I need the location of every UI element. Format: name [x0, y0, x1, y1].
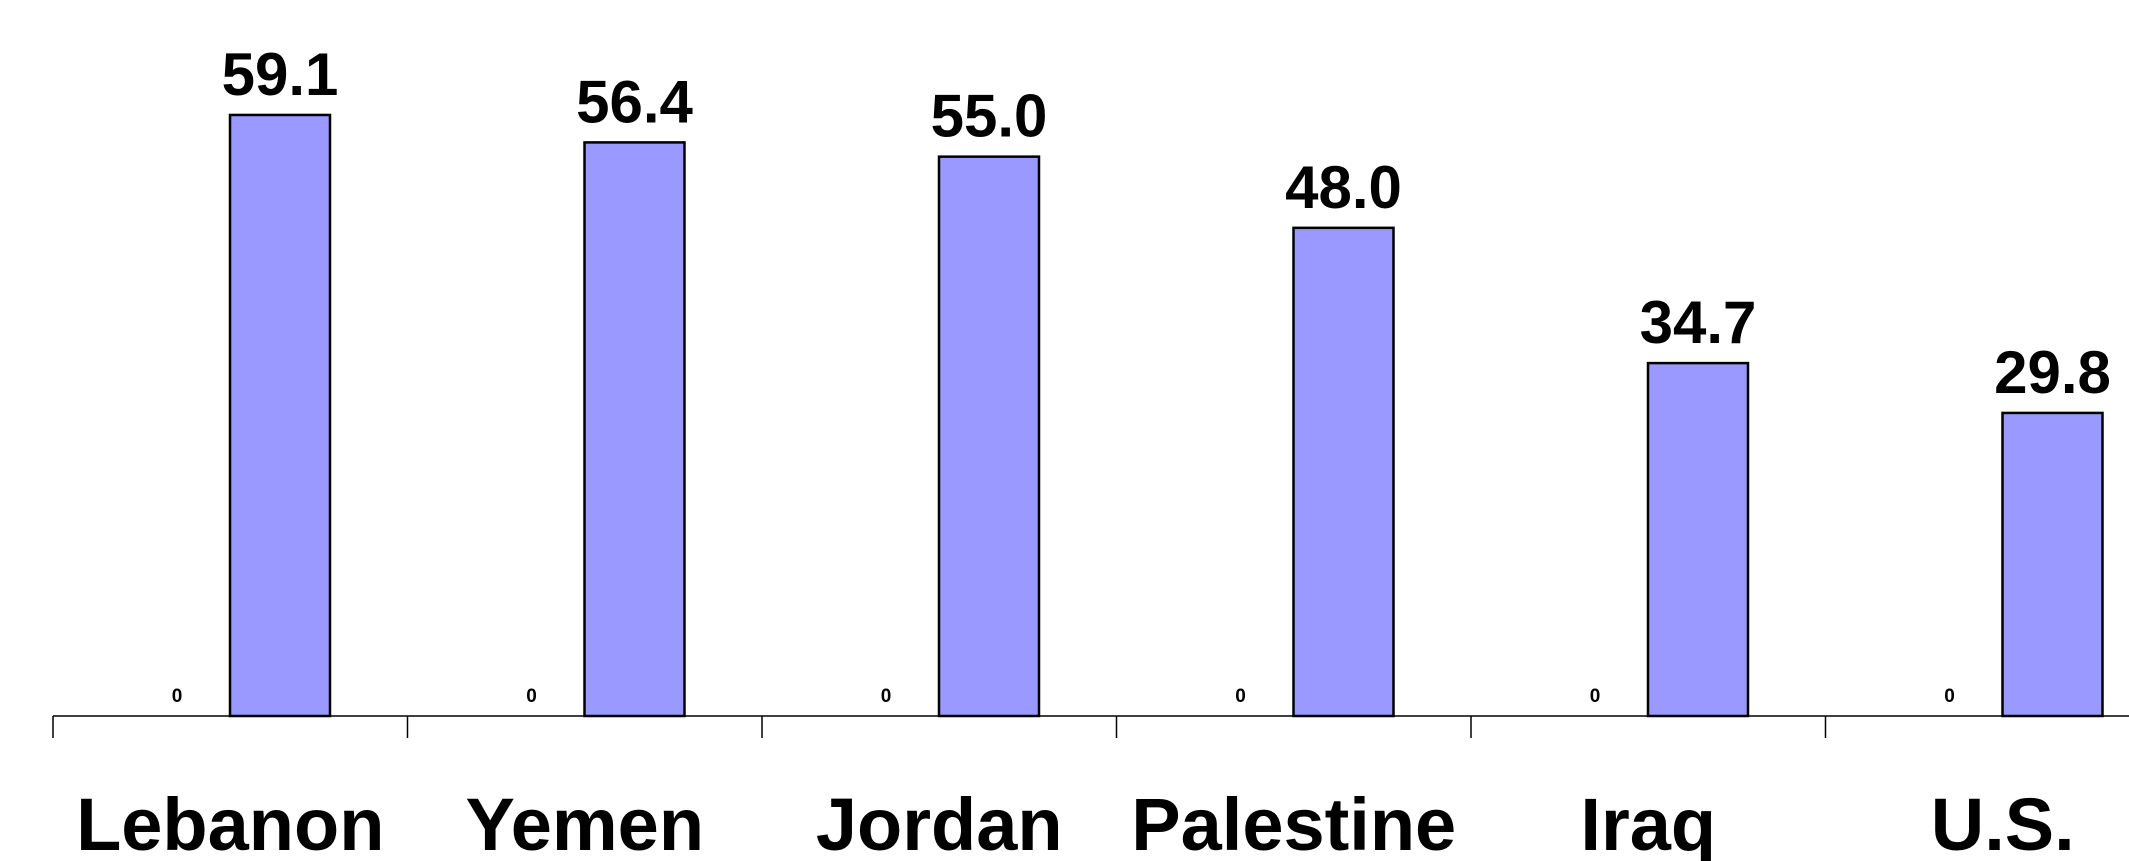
data-label: 29.8	[1994, 339, 2111, 406]
category-label: Iraq	[1580, 783, 1716, 861]
category-label: Jordan	[816, 783, 1063, 861]
data-label: 34.7	[1640, 289, 1757, 356]
zero-data-label: 0	[1590, 686, 1601, 707]
data-label: 56.4	[576, 68, 693, 135]
bar-lebanon	[228, 113, 332, 718]
data-label: 59.1	[222, 41, 339, 108]
bars-layer	[228, 113, 2104, 718]
zero-data-label: 0	[881, 686, 892, 707]
data-label: 48.0	[1285, 154, 1402, 221]
bar-yemen	[583, 141, 686, 718]
category-label: Yemen	[465, 783, 704, 861]
category-label: Lebanon	[76, 783, 384, 861]
x-axis	[52, 715, 2129, 738]
zero-data-label: 0	[526, 686, 537, 707]
bar-jordan	[937, 155, 1041, 718]
category-label: U.S.	[1931, 783, 2075, 861]
zero-data-label: 0	[1235, 686, 1246, 707]
category-label: Palestine	[1131, 783, 1456, 861]
zero-data-label: 0	[1944, 686, 1955, 707]
bar-iraq	[1646, 361, 1750, 718]
bar-palestine	[1292, 226, 1395, 718]
data-label: 55.0	[931, 83, 1048, 150]
zero-data-label: 0	[172, 686, 183, 707]
labels-layer: 59.1 0 Lebanon 56.4 0 Yemen 55.0 0 Jordan 48.0 0 Pa…	[76, 41, 2111, 861]
bar-us	[2001, 411, 2104, 718]
